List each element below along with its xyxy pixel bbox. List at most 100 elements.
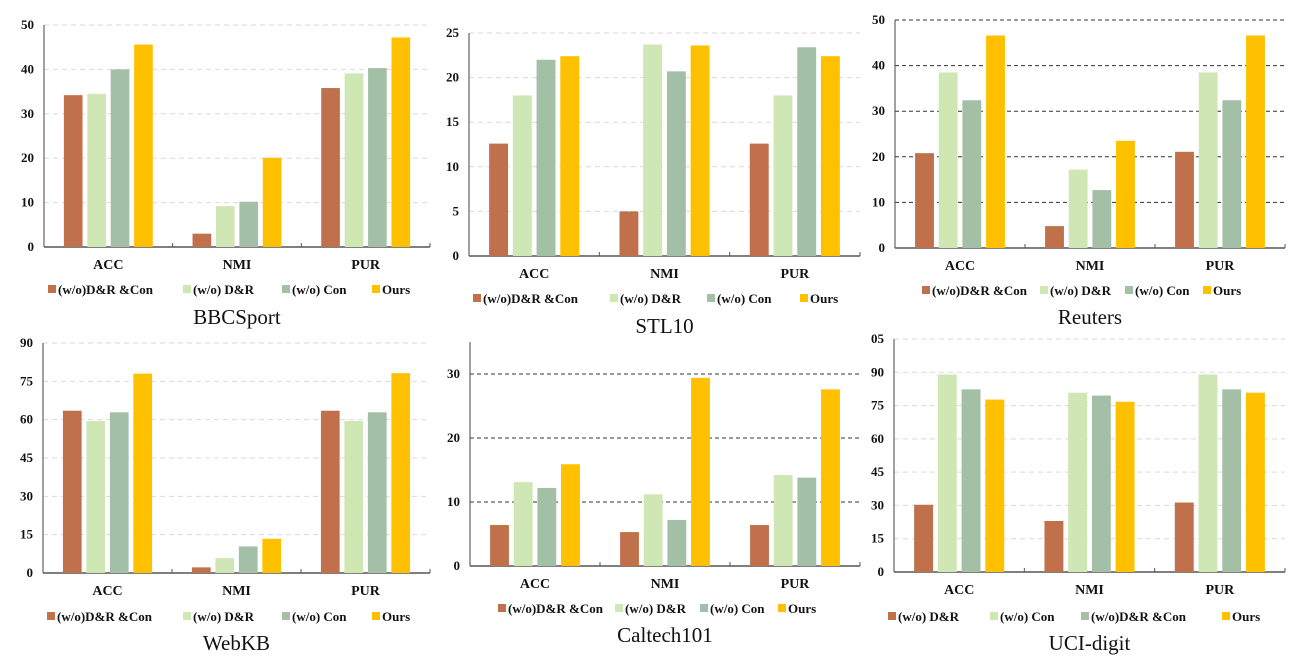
legend: (w/o)D&R &Con (w/o) D&R (w/o) Con Ours: [48, 282, 410, 297]
y-tick-label: 40: [872, 58, 885, 73]
y-tick-label: 50: [872, 12, 885, 27]
y-tick-label: 75: [871, 398, 885, 413]
legend-label: (w/o)D&R &Con: [1091, 609, 1187, 624]
legend-swatch: [183, 285, 191, 293]
bar-nmi-series-3: [690, 45, 710, 256]
bar-nmi-series-1: [643, 44, 663, 256]
y-tick-label: 0: [879, 240, 886, 255]
x-category-label: ACC: [944, 583, 974, 598]
bar-acc-series-2: [110, 69, 130, 248]
legend: (w/o)D&R &Con (w/o) D&R (w/o) Con Ours: [922, 283, 1241, 298]
y-tick-label: 5: [453, 203, 460, 218]
x-category-label: NMI: [651, 577, 680, 592]
y-tick-label: 20: [872, 149, 885, 164]
bar-acc-series-2: [961, 389, 981, 572]
legend-swatch: [888, 612, 896, 620]
legend-swatch: [922, 286, 930, 294]
legend-label: (w/o)D&R &Con: [58, 282, 154, 297]
bar-nmi-series-3: [1116, 140, 1135, 248]
bar-pur-series-0: [1175, 151, 1194, 248]
x-category-label: ACC: [519, 267, 549, 282]
x-category-label: PUR: [780, 267, 810, 282]
bar-acc-series-3: [986, 35, 1005, 249]
bar-acc-series-1: [87, 93, 106, 247]
x-category-label: PUR: [781, 577, 811, 592]
y-tick-label: 30: [447, 366, 460, 381]
y-tick-label: 60: [871, 431, 884, 446]
y-tick-label: 10: [21, 195, 34, 210]
bar-nmi-series-1: [215, 206, 235, 247]
legend-label: Ours: [382, 282, 410, 297]
legend-label: Ours: [810, 291, 838, 306]
legend-swatch: [1222, 612, 1230, 620]
bar-nmi-series-0: [191, 567, 211, 573]
y-tick-label: 05: [871, 331, 885, 346]
bar-acc-series-2: [536, 59, 556, 257]
bar-pur-series-1: [773, 475, 793, 566]
chart-panel-stl10: 0 5 10 15 20 25 ACC NMI PUR (w/o)D&R &Con (w/o) D&…: [446, 25, 861, 338]
legend-label: (w/o) D&R: [193, 282, 255, 297]
legend: (w/o) D&R (w/o) Con (w/o)D&R &Con Ours: [888, 609, 1260, 624]
bar-acc-series-1: [513, 482, 533, 566]
chart-panel-reuters: 0 10 20 30 40 50 ACC NMI PUR (w/o)D&R &Con (w/o) D…: [872, 12, 1286, 329]
legend-label: (w/o)D&R &Con: [57, 609, 153, 624]
chart-caption: STL10: [635, 314, 693, 338]
bar-acc-series-0: [915, 153, 934, 248]
legend-label: (w/o) Con: [717, 291, 772, 306]
legend-swatch: [800, 294, 808, 302]
legend-label: (w/o) D&R: [1050, 283, 1112, 298]
bar-pur-series-1: [1198, 374, 1218, 572]
x-category-label: PUR: [351, 258, 381, 273]
y-tick-label: 30: [872, 103, 885, 118]
bar-acc-series-3: [134, 44, 153, 248]
bar-pur-series-2: [1222, 389, 1242, 572]
x-category-label: NMI: [223, 258, 252, 273]
bar-acc-series-1: [86, 420, 106, 573]
y-tick-label: 50: [21, 17, 34, 32]
bar-pur-series-2: [368, 68, 387, 248]
chart-panel-uci-digit: 0 15 30 45 60 75 90 05 ACC NMI PUR (w/o) D&R (w/o) C…: [871, 331, 1286, 655]
bar-nmi-series-3: [691, 377, 710, 566]
legend-label: Ours: [788, 601, 816, 616]
y-tick-label: 20: [21, 150, 34, 165]
bar-acc-series-1: [512, 95, 532, 256]
x-category-label: NMI: [222, 584, 251, 599]
bar-acc-series-0: [489, 143, 509, 256]
bar-pur-series-3: [821, 389, 840, 566]
y-tick-label: 0: [28, 239, 35, 254]
legend-label: (w/o) Con: [1135, 283, 1190, 298]
y-tick-label: 30: [21, 106, 34, 121]
legend-label: Ours: [382, 609, 410, 624]
y-tick-label: 45: [20, 450, 34, 465]
bar-nmi-series-1: [1068, 392, 1088, 572]
x-category-label: PUR: [1206, 259, 1236, 274]
y-tick-label: 10: [446, 159, 459, 174]
x-category-label: ACC: [945, 259, 975, 274]
y-tick-label: 30: [871, 497, 884, 512]
bar-acc-series-0: [914, 504, 934, 572]
bar-pur-series-1: [344, 420, 364, 573]
y-tick-label: 60: [20, 412, 33, 427]
bar-nmi-series-0: [619, 211, 639, 256]
bar-pur-series-0: [321, 88, 340, 247]
legend-label: (w/o)D&R &Con: [932, 283, 1028, 298]
legend-label: Ours: [1213, 283, 1241, 298]
x-category-label: NMI: [650, 267, 679, 282]
bar-pur-series-2: [797, 47, 817, 256]
y-tick-label: 0: [27, 565, 34, 580]
bar-acc-series-0: [62, 410, 82, 573]
legend-label: (w/o) D&R: [625, 601, 687, 616]
bar-pur-series-3: [1245, 392, 1265, 572]
y-tick-label: 15: [446, 114, 460, 129]
chart-caption: BBCSport: [193, 305, 281, 329]
bar-nmi-series-2: [1091, 395, 1111, 572]
bar-pur-series-3: [820, 56, 840, 256]
bar-pur-series-2: [1222, 100, 1242, 248]
bar-nmi-series-1: [643, 494, 663, 566]
legend-swatch: [990, 612, 998, 620]
x-category-label: ACC: [93, 258, 123, 273]
y-tick-label: 0: [453, 248, 460, 263]
y-tick-label: 45: [871, 464, 885, 479]
legend-swatch: [778, 604, 786, 612]
